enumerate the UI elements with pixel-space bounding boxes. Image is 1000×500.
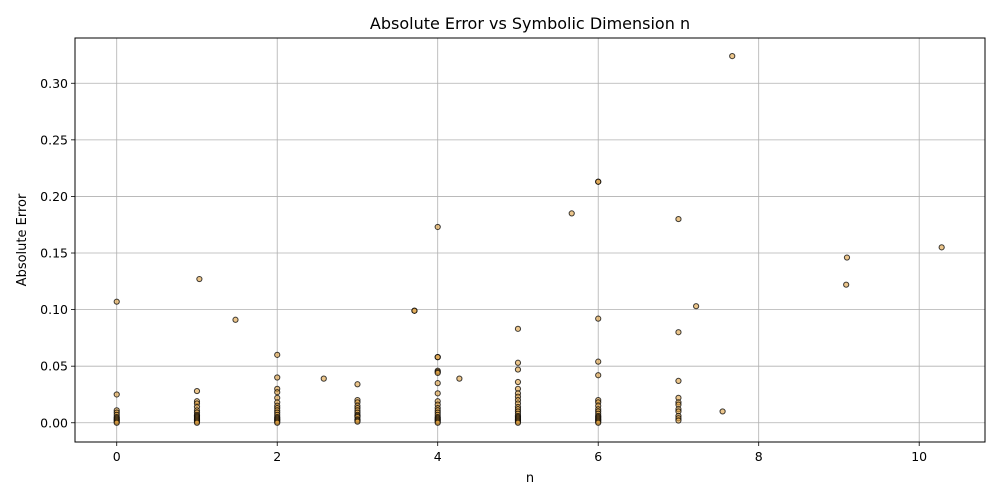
scatter-point: [675, 377, 682, 384]
scatter-point: [434, 223, 441, 231]
scatter-point: [434, 354, 441, 361]
x-tick-label: 2: [273, 449, 281, 464]
scatter-point: [193, 387, 201, 395]
scatter-point: [434, 369, 441, 377]
y-tick-label: 0.25: [40, 132, 68, 147]
y-axis-label: Absolute Error: [15, 193, 30, 286]
y-tick-label: 0.05: [40, 359, 68, 374]
scatter-point: [434, 380, 441, 387]
scatter-point: [514, 359, 522, 366]
scatter-point: [595, 372, 602, 379]
y-tick-label: 0.20: [40, 189, 68, 204]
scatter-point: [514, 366, 522, 373]
scatter-point: [434, 390, 441, 397]
x-axis-ticks: 0 2 4 6 8 10: [113, 442, 927, 464]
scatter-point: [274, 419, 281, 426]
plot-frame: [74, 37, 986, 443]
y-axis-ticks: 0.00 0.05 0.10 0.15 0.20 0.25 0.30: [40, 76, 75, 430]
scatter-point: [729, 53, 736, 60]
scatter-point: [595, 358, 602, 365]
data-points: [113, 53, 945, 426]
scatter-point: [232, 316, 239, 323]
scatter-point: [354, 381, 361, 388]
x-tick-label: 8: [755, 449, 763, 464]
scatter-point: [719, 408, 726, 415]
scatter-point: [113, 391, 120, 398]
scatter-point: [595, 419, 602, 426]
scatter-point: [938, 244, 945, 251]
scatter-point: [693, 303, 700, 310]
scatter-point: [514, 378, 522, 386]
y-tick-label: 0.00: [40, 415, 68, 430]
scatter-point: [514, 419, 522, 426]
scatter-point: [193, 419, 201, 426]
scatter-point: [595, 178, 602, 185]
scatter-point: [434, 419, 441, 426]
scatter-point: [411, 307, 418, 314]
x-axis-label: n: [526, 471, 534, 486]
scatter-point: [843, 281, 850, 288]
scatter-point: [274, 389, 281, 396]
scatter-point: [274, 374, 281, 381]
scatter-point: [675, 215, 682, 223]
chart-title: Absolute Error vs Symbolic Dimension n: [370, 14, 690, 33]
scatter-point: [568, 210, 575, 217]
scatter-point: [196, 275, 203, 283]
x-tick-label: 4: [434, 449, 442, 464]
scatter-point: [675, 329, 682, 336]
scatter-point: [675, 417, 682, 424]
scatter-point: [113, 419, 120, 426]
y-tick-label: 0.10: [40, 302, 68, 317]
scatter-point: [843, 254, 851, 261]
scatter-point: [354, 418, 361, 425]
x-tick-label: 10: [911, 449, 927, 464]
scatter-point: [456, 375, 463, 382]
y-tick-label: 0.30: [40, 76, 68, 91]
scatter-point: [514, 325, 522, 332]
x-tick-label: 6: [594, 449, 602, 464]
scatter-point: [320, 375, 327, 382]
scatter-point: [274, 351, 281, 358]
grid: [75, 38, 985, 442]
scatter-point: [113, 298, 120, 305]
y-tick-label: 0.15: [40, 246, 68, 261]
x-tick-label: 0: [113, 449, 121, 464]
scatter-point: [595, 315, 602, 322]
